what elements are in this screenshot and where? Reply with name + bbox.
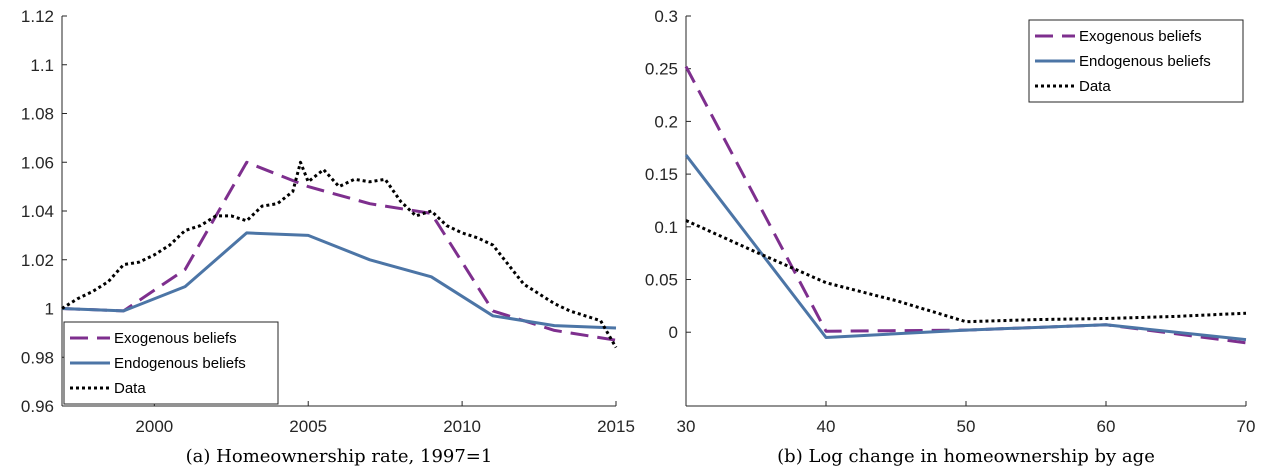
y-tick-label: 1.08 bbox=[21, 105, 54, 124]
x-tick-label: 2015 bbox=[597, 417, 635, 436]
y-tick-label: 1.1 bbox=[30, 56, 54, 75]
y-tick-label: 1 bbox=[45, 300, 54, 319]
x-tick-label: 50 bbox=[957, 417, 976, 436]
y-tick-label: 0.15 bbox=[645, 165, 678, 184]
y-tick-label: 0.98 bbox=[21, 348, 54, 367]
series-line-endogenous-beliefs bbox=[684, 154, 1247, 342]
legend: Exogenous beliefs Endogenous beliefs Data bbox=[1028, 19, 1244, 103]
y-tick-label: 0.1 bbox=[654, 218, 678, 237]
legend-label: Exogenous beliefs bbox=[1079, 28, 1202, 45]
series-line-exogenous-beliefs bbox=[61, 160, 617, 342]
legend-label: Endogenous beliefs bbox=[1079, 53, 1211, 70]
chart-caption: (b) Log change in homeownership by age bbox=[777, 446, 1155, 467]
legend-label: Endogenous beliefs bbox=[114, 355, 246, 372]
x-tick-label: 40 bbox=[817, 417, 836, 436]
y-tick-label: 1.04 bbox=[21, 202, 54, 221]
x-tick-label: 30 bbox=[677, 417, 696, 436]
legend-label: Data bbox=[1079, 78, 1111, 95]
x-tick-label: 2010 bbox=[443, 417, 481, 436]
x-tick-label: 2000 bbox=[135, 417, 173, 436]
panel-log-change-by-age: 0 0.05 0.1 0.15 0.2 0.25 0.3 30 40 50 60 70 Exogenou… bbox=[645, 7, 1256, 467]
legend: Exogenous beliefs Endogenous beliefs Data bbox=[63, 321, 279, 405]
x-tick-label: 60 bbox=[1097, 417, 1116, 436]
y-tick-label: 0.3 bbox=[654, 7, 678, 26]
series-line-data bbox=[61, 160, 618, 349]
legend-label: Exogenous beliefs bbox=[114, 330, 237, 347]
y-tick-label: 0 bbox=[669, 323, 678, 342]
legend-label: Data bbox=[114, 380, 146, 397]
y-tick-label: 0.2 bbox=[654, 112, 678, 131]
chart-caption: (a) Homeownership rate, 1997=1 bbox=[186, 446, 493, 467]
x-tick-label: 70 bbox=[1237, 417, 1256, 436]
x-tick-label: 2005 bbox=[289, 417, 327, 436]
y-tick-label: 0.05 bbox=[645, 271, 678, 290]
series-line-data bbox=[685, 219, 1247, 324]
y-tick-label: 1.02 bbox=[21, 251, 54, 270]
series-line-endogenous-beliefs bbox=[61, 231, 617, 330]
y-tick-label: 1.06 bbox=[21, 153, 54, 172]
series-line-exogenous-beliefs bbox=[684, 65, 1247, 345]
y-tick-label: 1.12 bbox=[21, 7, 54, 26]
y-tick-label: 0.96 bbox=[21, 397, 54, 416]
y-tick-label: 0.25 bbox=[645, 60, 678, 79]
panel-homeownership-rate: 0.96 0.98 1 1.02 1.04 1.06 1.08 1.1 1.12 2000 2005… bbox=[21, 7, 635, 467]
